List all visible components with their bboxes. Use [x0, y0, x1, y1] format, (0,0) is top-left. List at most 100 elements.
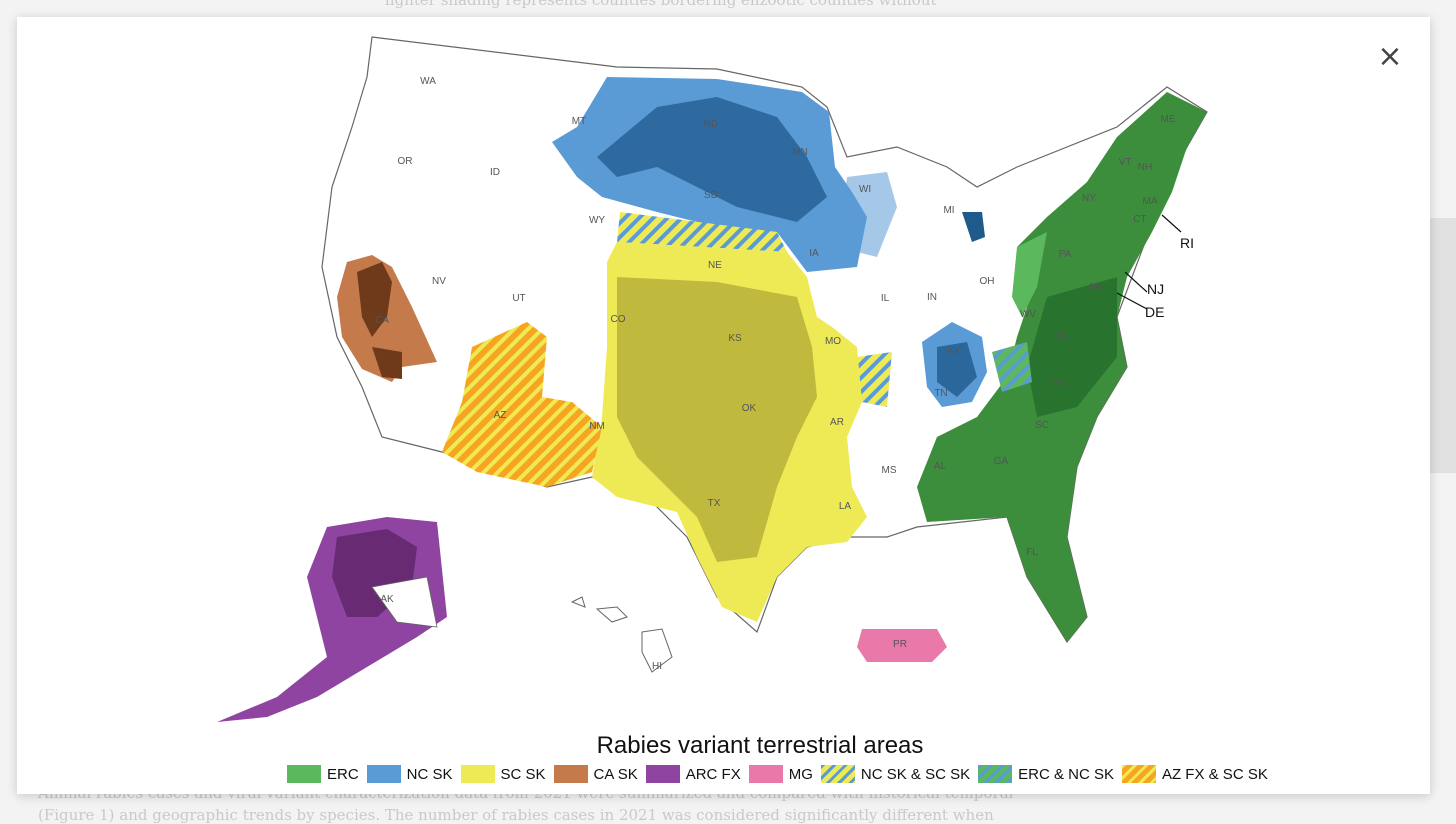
legend-item: AZ FX & SC SK — [1121, 765, 1268, 783]
region-erc-dark — [1027, 277, 1117, 417]
region-az-fx-hatch — [442, 322, 602, 487]
rabies-variant-map: WA OR ID MT WY ND SD NE MN WI IA MI CA N… — [217, 36, 1208, 722]
state-labels: WA OR ID MT WY ND SD NE MN WI IA MI CA N… — [375, 76, 1176, 672]
region-erc-nc-hatch — [992, 342, 1032, 392]
legend-item: CA SK — [553, 765, 638, 783]
legend-item: ERC — [287, 765, 359, 783]
state-label: UT — [512, 293, 525, 304]
region-nc-sk-dark — [597, 97, 827, 222]
share-sidebar — [1428, 218, 1456, 473]
region-mg — [857, 629, 947, 662]
state-label: FL — [1026, 547, 1038, 558]
legend-item: NC SK — [366, 765, 453, 783]
state-label: ND — [704, 119, 718, 130]
legend-label: CA SK — [593, 765, 638, 783]
state-label: OH — [980, 276, 995, 287]
region-nc-sk-mi — [962, 212, 985, 242]
state-label: AL — [934, 461, 947, 472]
legend-label: ARC FX — [685, 765, 741, 783]
legend-swatch-mg — [748, 765, 783, 783]
state-label: KY — [947, 346, 961, 357]
close-button[interactable]: × — [1372, 39, 1408, 75]
legend-swatch-erc — [287, 765, 321, 783]
state-label: SD — [704, 190, 718, 201]
map-legend: ERC NC SK SC SK CA SK ARC FX MG NC SK & … — [287, 765, 1276, 783]
legend-item: ARC FX — [645, 765, 741, 783]
state-label: PA — [1059, 249, 1072, 260]
background-article-text: (Figure 1) and geographic trends by spec… — [38, 806, 994, 824]
state-label: AZ — [494, 410, 507, 421]
region-erc-light — [1012, 232, 1047, 317]
region-sc-sk-dark — [617, 277, 817, 562]
state-label: NE — [708, 260, 722, 271]
state-label: TN — [934, 388, 947, 399]
region-ca-sk-dark — [357, 262, 392, 337]
state-label: MT — [572, 116, 586, 127]
legend-swatch-erc-nc-hatch — [978, 765, 1013, 783]
state-label: GA — [994, 456, 1009, 467]
state-label: WI — [859, 184, 871, 195]
legend-swatch-nc-sk — [366, 765, 401, 783]
callout-label: DE — [1145, 304, 1164, 320]
state-label: NM — [589, 421, 605, 432]
legend-label: ERC & NC SK — [1018, 765, 1114, 783]
legend-swatch-ca-sk — [553, 765, 588, 783]
state-label: WA — [420, 76, 436, 87]
state-label: MO — [825, 336, 841, 347]
legend-item: NC SK & SC SK — [820, 765, 971, 783]
state-label: OK — [742, 403, 757, 414]
state-label: WY — [589, 215, 605, 226]
state-label: ME — [1161, 114, 1176, 125]
state-label: NY — [1082, 193, 1096, 204]
legend-swatch-sc-sk — [460, 765, 495, 783]
background-article-text: lighter shading represents counties bord… — [385, 0, 937, 9]
state-label: PR — [893, 639, 907, 650]
state-label: NH — [1138, 162, 1152, 173]
image-lightbox: × — [17, 17, 1430, 794]
state-label: AR — [830, 417, 844, 428]
state-label: CA — [375, 315, 389, 326]
legend-label: ERC — [327, 765, 359, 783]
map-title: Rabies variant terrestrial areas — [596, 732, 924, 759]
hawaii — [570, 596, 673, 673]
state-label: NC — [1053, 378, 1067, 389]
state-label: MN — [792, 147, 808, 158]
state-label: OR — [398, 156, 413, 167]
state-label: LA — [839, 501, 852, 512]
state-label: KS — [728, 333, 742, 344]
state-label: MI — [943, 205, 954, 216]
legend-swatch-nc-sc-hatch — [820, 765, 855, 783]
callout-label: RI — [1180, 235, 1194, 251]
state-label: CT — [1133, 214, 1146, 225]
state-label: VA — [1055, 331, 1068, 342]
state-label: TX — [708, 498, 721, 509]
region-nc-sc-hatch — [617, 212, 787, 252]
region-nc-sc-hatch-ar — [857, 352, 892, 407]
state-label: IN — [927, 292, 937, 303]
callout-label: NJ — [1147, 281, 1164, 297]
state-label: NV — [432, 276, 446, 287]
state-label: CO — [611, 314, 626, 325]
state-label: SC — [1035, 420, 1049, 431]
legend-label: AZ FX & SC SK — [1161, 765, 1268, 783]
state-callouts: RI NJ DE — [1116, 214, 1194, 320]
state-label: VT — [1119, 157, 1132, 168]
state-label: IA — [809, 248, 819, 259]
state-label: AK — [380, 594, 394, 605]
alaska-interior — [371, 576, 438, 628]
region-nc-sk-wi — [842, 172, 897, 257]
state-label: MS — [882, 465, 897, 476]
legend-item: ERC & NC SK — [978, 765, 1114, 783]
region-nc-sk-kytn-dark — [937, 342, 977, 397]
legend-item: SC SK — [460, 765, 546, 783]
legend-swatch-az-fx-hatch — [1121, 765, 1156, 783]
state-label: HI — [652, 661, 662, 672]
legend-swatch-arc-fx — [645, 765, 680, 783]
region-ca-sk-dark2 — [372, 347, 402, 379]
legend-item: MG — [748, 765, 813, 783]
state-label: ID — [490, 167, 500, 178]
legend-label: NC SK & SC SK — [860, 765, 971, 783]
state-label: WV — [1020, 309, 1036, 320]
state-label: IL — [881, 293, 890, 304]
state-label: MA — [1143, 196, 1158, 207]
